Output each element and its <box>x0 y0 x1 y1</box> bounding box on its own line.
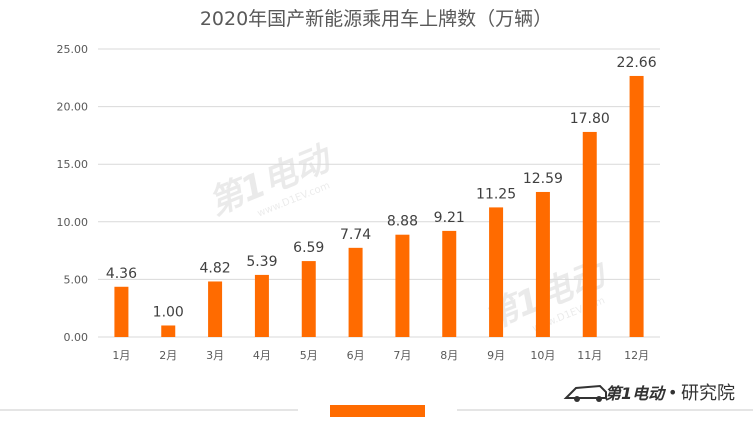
data-label: 8.88 <box>387 214 418 230</box>
brand: 第1电动 • 研究院 <box>563 383 735 404</box>
data-label: 6.59 <box>293 240 324 256</box>
x-tick-label: 5月 <box>300 349 318 362</box>
data-label: 4.82 <box>199 260 230 276</box>
x-axis: 1月 2月 3月 4月 5月 6月 7月 8月 9月 10月 11月 12月 <box>112 349 649 362</box>
data-label: 4.36 <box>106 266 137 282</box>
bar <box>301 261 316 337</box>
car-logo-icon <box>563 384 607 402</box>
x-tick-label: 1月 <box>112 349 130 362</box>
y-tick-label: 20.00 <box>57 101 89 114</box>
brand-logo-text: 第1电动 <box>605 384 666 403</box>
data-label: 17.80 <box>570 111 610 127</box>
data-labels: 4.36 1.00 4.82 5.39 6.59 7.74 8.88 9.21 11.25 12.… <box>106 55 657 321</box>
x-tick-label: 12月 <box>624 349 649 362</box>
y-tick-label: 5.00 <box>64 273 89 286</box>
data-label: 12.59 <box>523 171 563 187</box>
x-tick-label: 6月 <box>347 349 365 362</box>
watermark-center: 第1电动 www.D1EV.com <box>203 138 338 224</box>
y-tick-label: 10.00 <box>57 216 89 229</box>
data-label: 22.66 <box>617 55 657 71</box>
bar <box>582 131 597 337</box>
x-tick-label: 10月 <box>530 349 555 362</box>
data-label: 9.21 <box>434 210 465 226</box>
x-tick-label: 2月 <box>159 349 177 362</box>
chart-title: 2020年国产新能源乘用车上牌数（万辆） <box>200 8 552 30</box>
data-label: 7.74 <box>340 227 371 243</box>
x-tick-label: 3月 <box>206 349 224 362</box>
y-axis: 0.00 5.00 10.00 15.00 20.00 25.00 <box>57 43 89 344</box>
footer-accent-bar <box>330 405 425 417</box>
x-tick-label: 4月 <box>253 349 271 362</box>
bar <box>208 281 223 337</box>
data-label: 1.00 <box>153 304 184 320</box>
bars <box>114 75 644 338</box>
bar <box>442 230 457 337</box>
bar <box>348 247 363 337</box>
bar <box>535 191 550 337</box>
grid <box>98 48 660 338</box>
bar <box>114 286 129 337</box>
bar <box>161 325 176 337</box>
x-tick-label: 11月 <box>577 349 602 362</box>
brand-org-name: 研究院 <box>681 383 735 404</box>
bar <box>254 274 269 337</box>
bar <box>395 234 410 337</box>
x-tick-label: 9月 <box>487 349 505 362</box>
y-tick-label: 0.00 <box>64 331 89 344</box>
x-tick-label: 8月 <box>440 349 458 362</box>
brand-separator: • <box>668 383 677 402</box>
data-label: 5.39 <box>246 254 277 270</box>
y-tick-label: 15.00 <box>57 158 89 171</box>
bar <box>489 207 504 337</box>
x-tick-label: 7月 <box>393 349 411 362</box>
data-label: 11.25 <box>476 186 516 202</box>
bar <box>629 75 644 338</box>
y-tick-label: 25.00 <box>57 43 89 56</box>
